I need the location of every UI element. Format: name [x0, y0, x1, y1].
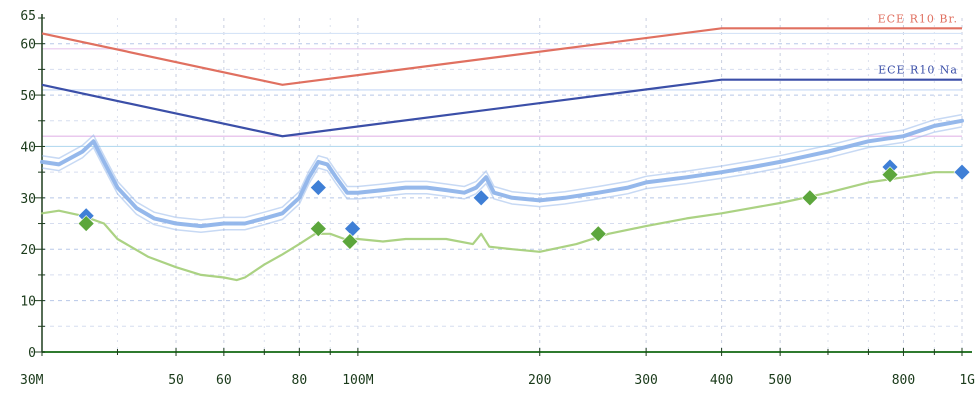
data-marker — [309, 179, 327, 196]
x-tick-label: 80 — [292, 373, 308, 388]
y-tick-label: 0 — [28, 346, 36, 361]
x-tick-label: 200 — [528, 373, 551, 388]
measurement-line — [40, 171, 964, 282]
chart-axes — [35, 14, 972, 356]
x-tick-label: 50 — [168, 373, 184, 388]
data-marker — [953, 163, 971, 181]
limit-lines: ECE R10 Br. ECE R10 Na — [41, 12, 962, 138]
limit-line-label: ECE R10 Na — [878, 64, 958, 77]
limit-line-label: ECE R10 Br. — [878, 12, 958, 25]
limit-line — [41, 27, 962, 86]
y-tick-label: 40 — [20, 140, 36, 155]
y-tick-label: 60 — [20, 38, 36, 53]
data-marker — [341, 233, 359, 250]
data-marker — [801, 189, 819, 207]
x-tick-label: 800 — [892, 373, 915, 388]
y-tick-label: 30 — [20, 192, 36, 207]
data-marker — [589, 225, 607, 243]
x-tick-label: 400 — [710, 373, 733, 388]
y-tick-label: 10 — [20, 295, 36, 310]
y-tick-label: 50 — [20, 89, 36, 104]
x-tick-label: 500 — [768, 373, 791, 388]
measurement-line-noise — [41, 113, 963, 221]
limit-line — [41, 78, 962, 138]
data-marker — [881, 166, 899, 184]
measurement-line-noise — [41, 126, 963, 234]
y-tick-label: 20 — [20, 243, 36, 258]
data-series — [40, 113, 964, 282]
data-marker — [309, 220, 327, 238]
chart-grid — [42, 18, 963, 352]
measurement-line — [40, 118, 964, 229]
x-tick-label: 1G — [959, 373, 975, 388]
data-markers — [77, 158, 971, 250]
tick-labels: 0 10 20 30 40 50 60 65 30M 50 60 80 100M 200 300 400 500… — [20, 9, 975, 388]
x-tick-label: 30M — [20, 373, 44, 388]
x-tick-label: 300 — [634, 373, 657, 388]
x-tick-label: 60 — [216, 373, 232, 388]
data-marker — [77, 215, 95, 232]
y-tick-label: 65 — [20, 9, 36, 24]
x-tick-label: 100M — [342, 373, 373, 388]
data-marker — [472, 189, 490, 207]
